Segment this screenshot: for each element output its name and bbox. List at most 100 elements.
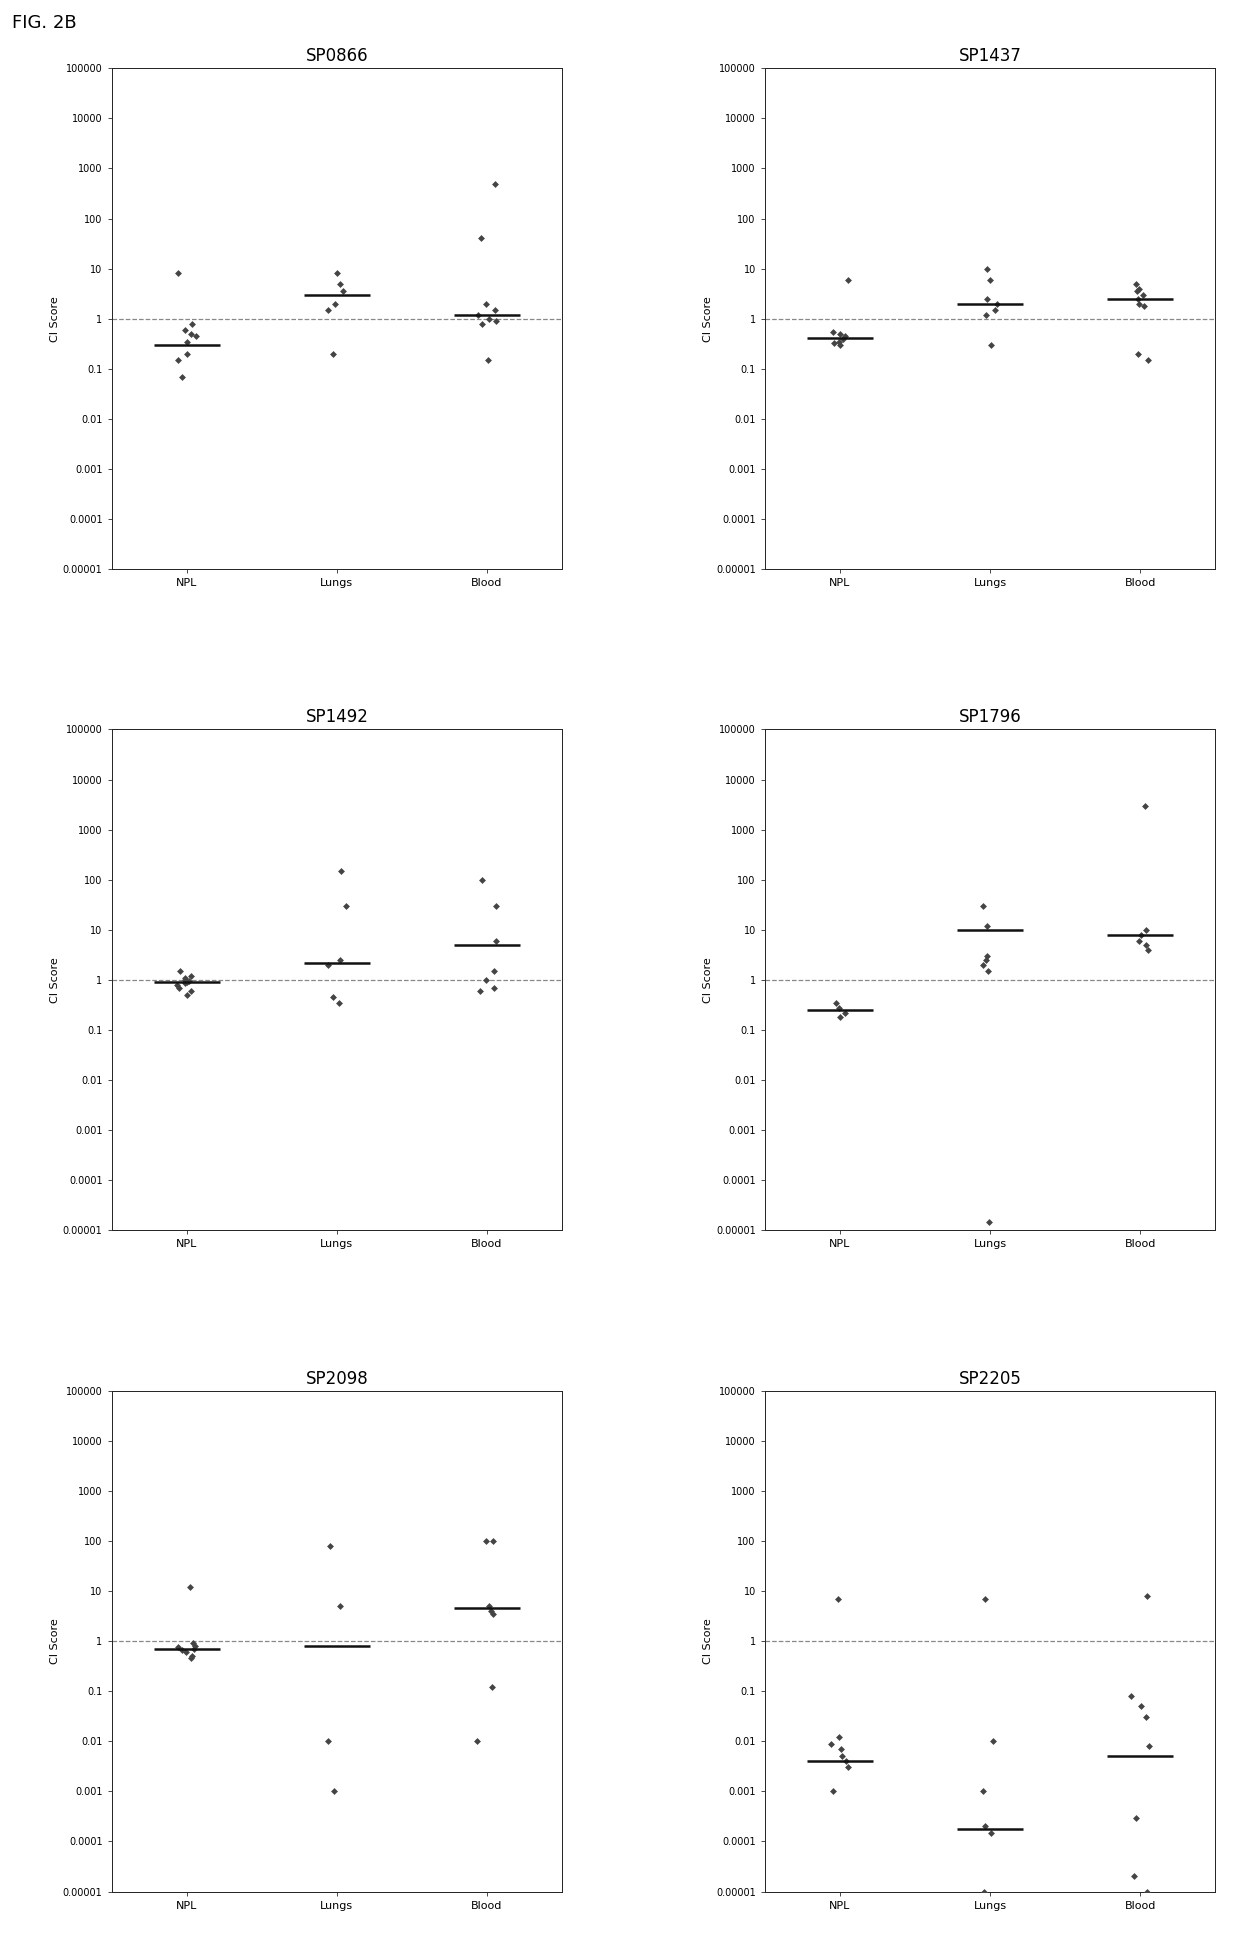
Point	[186, 320, 206, 351]
Point	[823, 316, 843, 347]
Point	[324, 981, 343, 1012]
Title: SP1492: SP1492	[305, 708, 368, 727]
Point	[826, 987, 846, 1018]
Point	[319, 1726, 339, 1757]
Point	[982, 330, 1002, 361]
Title: SP0866: SP0866	[305, 47, 368, 64]
Point	[329, 987, 348, 1018]
Point	[484, 1599, 503, 1630]
Point	[828, 1583, 848, 1615]
Text: FIG. 2B: FIG. 2B	[12, 14, 77, 31]
Point	[182, 1628, 202, 1659]
Point	[485, 168, 505, 199]
Point	[986, 294, 1006, 326]
Point	[978, 956, 998, 987]
Point	[167, 969, 187, 1000]
Title: SP2098: SP2098	[305, 1369, 368, 1388]
Point	[821, 1728, 841, 1759]
Point	[172, 1634, 192, 1665]
Point	[325, 289, 345, 320]
Point	[830, 330, 849, 361]
Point	[1130, 926, 1149, 957]
Point	[177, 967, 197, 998]
Point	[1137, 1580, 1157, 1611]
Point	[175, 965, 195, 994]
Point	[1126, 1802, 1146, 1833]
Point	[486, 306, 506, 337]
Point	[1128, 337, 1148, 369]
Point	[831, 1734, 851, 1765]
Point	[184, 1634, 203, 1665]
Point	[471, 308, 491, 339]
Point	[1136, 790, 1156, 821]
Y-axis label: CI Score: CI Score	[50, 957, 60, 1002]
Point	[486, 926, 506, 957]
Point	[324, 1776, 343, 1808]
Point	[171, 956, 191, 987]
Point	[835, 320, 854, 351]
Point	[1138, 345, 1158, 376]
Point	[977, 283, 997, 314]
Point	[1140, 1730, 1159, 1761]
Point	[1138, 934, 1158, 965]
Title: SP2205: SP2205	[959, 1369, 1022, 1388]
Point	[1131, 918, 1151, 950]
Point	[1123, 1860, 1143, 1892]
Point	[975, 1812, 994, 1843]
Point	[482, 1671, 502, 1702]
Point	[836, 1745, 856, 1776]
Point	[832, 1741, 852, 1773]
Point	[182, 1640, 202, 1671]
Point	[822, 1776, 842, 1808]
Point	[176, 314, 196, 345]
Point	[327, 257, 347, 289]
Point	[484, 971, 503, 1002]
Point	[1131, 1691, 1151, 1722]
Point	[476, 289, 496, 320]
Point	[181, 959, 201, 991]
Point	[1127, 275, 1147, 306]
Point	[467, 298, 487, 330]
Point	[180, 965, 200, 996]
Point	[320, 1531, 340, 1562]
Title: SP1796: SP1796	[959, 708, 1022, 727]
Point	[835, 996, 854, 1028]
Point	[973, 1776, 993, 1808]
Point	[976, 944, 996, 975]
Point	[172, 361, 192, 392]
Point	[975, 1583, 994, 1615]
Point	[973, 950, 993, 981]
Point	[982, 1817, 1002, 1849]
Point	[470, 975, 490, 1006]
Point	[330, 267, 350, 298]
Point	[1126, 267, 1146, 298]
Point	[185, 1630, 205, 1661]
Point	[977, 254, 997, 285]
Point	[175, 961, 195, 993]
Point	[830, 326, 849, 357]
Point	[833, 324, 853, 355]
Point	[1130, 289, 1149, 320]
Point	[1130, 273, 1149, 304]
Point	[182, 308, 202, 339]
Point	[169, 345, 188, 376]
Y-axis label: CI Score: CI Score	[703, 296, 713, 341]
Point	[976, 298, 996, 330]
Point	[1136, 1702, 1156, 1734]
Point	[330, 1591, 350, 1622]
Point	[980, 1205, 999, 1236]
Point	[1127, 283, 1147, 314]
Point	[332, 275, 352, 306]
Point	[825, 328, 844, 359]
Point	[176, 1636, 196, 1667]
Point	[322, 337, 342, 369]
Point	[476, 1525, 496, 1556]
Point	[830, 1002, 849, 1034]
Point	[830, 1722, 849, 1753]
Point	[1121, 1681, 1141, 1712]
Point	[1135, 291, 1154, 322]
Point	[977, 911, 997, 942]
Point	[169, 257, 188, 289]
Point	[169, 971, 188, 1002]
Point	[479, 1591, 498, 1622]
